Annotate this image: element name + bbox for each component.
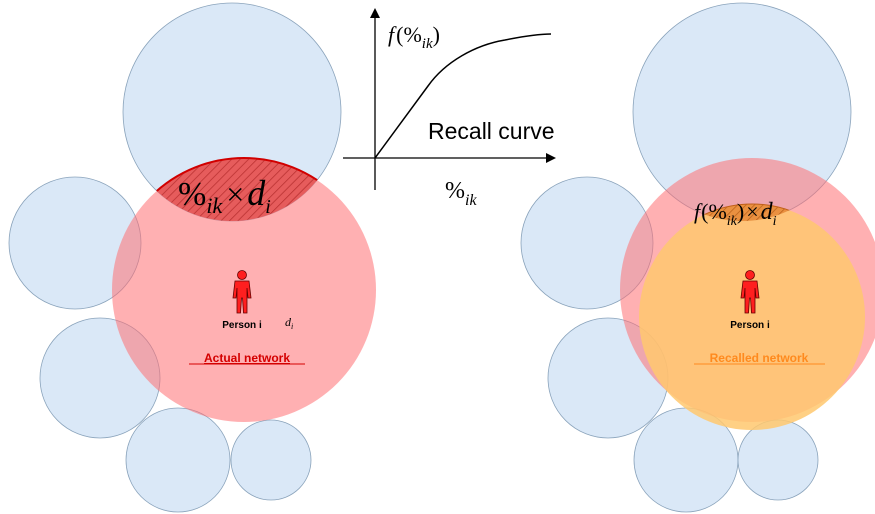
recalled-overlap-formula: f(%ik)×di (694, 199, 777, 229)
recalled-network-circle (639, 204, 865, 430)
recall-curve-chart: f(%ik) Recall curve %ik (343, 8, 556, 209)
arrow-head-icon (370, 8, 380, 18)
x-axis-label: %ik (445, 178, 477, 209)
degree-label: di (285, 315, 293, 331)
person-icon (232, 270, 252, 314)
person-icon (740, 270, 760, 314)
left-panel: %ik ×di Person i di Actual network (8, 2, 376, 513)
recall-curve-title: Recall curve (428, 118, 555, 144)
overlap-region (123, 157, 341, 221)
right-panel: f(%ik)×di Person i Recalled network (520, 2, 875, 513)
actual-network-label: Actual network (204, 351, 290, 365)
overlap-formula: %ik ×di (178, 173, 271, 218)
recalled-network-label: Recalled network (710, 351, 809, 365)
recall-curve-line (374, 33, 552, 159)
person-label: Person i (222, 320, 262, 331)
group-circle (230, 419, 312, 501)
arrow-head-icon (546, 153, 556, 163)
recalled-overlap-region (638, 203, 851, 221)
group-circle (737, 419, 819, 501)
person-label: Person i (730, 320, 770, 331)
y-axis-label: f(%ik) (388, 22, 440, 52)
group-circle (125, 407, 231, 513)
